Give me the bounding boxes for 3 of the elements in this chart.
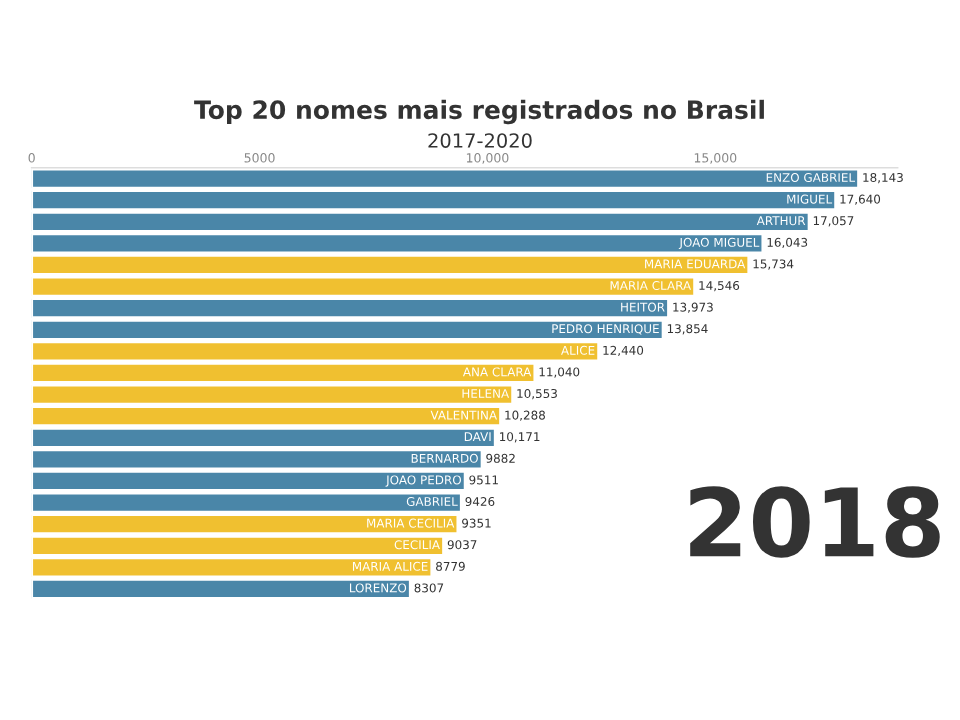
annotation: 2018: [690, 486, 940, 558]
chart-subtitle: 2017-2020: [428, 133, 532, 148]
chart-title: Top 20 nomes mais registrados no Brasil: [194, 99, 764, 125]
